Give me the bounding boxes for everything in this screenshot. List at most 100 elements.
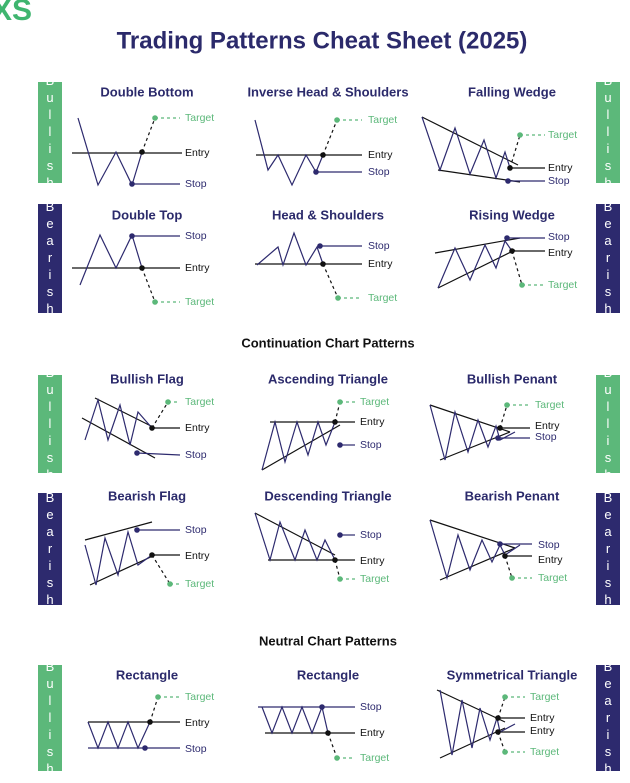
page-title: Trading Patterns Cheat Sheet (2025) <box>117 27 528 54</box>
level-dot <box>337 532 343 538</box>
pattern-line <box>497 696 506 719</box>
level-dot <box>134 450 140 456</box>
level-dot <box>497 425 503 431</box>
pattern-line <box>511 250 523 286</box>
level-label: Entry <box>368 149 393 161</box>
level-dot <box>152 299 158 305</box>
level-label: Entry <box>530 712 555 724</box>
level-label: Stop <box>360 701 382 713</box>
level-label: Stop <box>185 743 207 755</box>
level-label: Target <box>185 112 214 124</box>
pattern-title: Rectangle <box>297 667 359 682</box>
level-dot <box>502 749 508 755</box>
level-label: Entry <box>530 725 555 737</box>
pattern-line <box>261 424 341 471</box>
side-label: Bullish <box>38 659 62 778</box>
level-dot <box>504 402 510 408</box>
pattern-line <box>81 417 156 459</box>
pattern-title: Falling Wedge <box>468 84 556 99</box>
level-dot <box>495 729 501 735</box>
level-label: Entry <box>185 550 210 562</box>
pattern-title: Bearish Flag <box>108 488 186 503</box>
price-path <box>79 233 143 286</box>
level-dot <box>335 295 341 301</box>
pattern-title: Inverse Head & Shoulders <box>247 84 408 99</box>
level-label: Entry <box>185 262 210 274</box>
price-path <box>77 117 143 187</box>
price-path <box>437 239 513 289</box>
pattern-line <box>504 555 513 579</box>
side-label: Bullish <box>38 365 62 484</box>
pattern-title: Bearish Penant <box>465 488 560 503</box>
price-path <box>254 119 324 187</box>
level-label: Stop <box>185 524 207 536</box>
level-dot <box>495 435 501 441</box>
level-label: Entry <box>360 555 385 567</box>
level-label: Target <box>548 129 577 141</box>
pattern-title: Rising Wedge <box>469 207 555 222</box>
level-dot <box>139 149 145 155</box>
price-path <box>84 529 153 586</box>
pattern-line <box>327 732 338 759</box>
side-label: Bullish <box>596 365 620 484</box>
price-path <box>261 419 336 471</box>
level-dot <box>149 552 155 558</box>
level-dot <box>337 442 343 448</box>
side-label: Bearish <box>596 199 620 318</box>
level-dot <box>332 557 338 563</box>
level-dot <box>502 553 508 559</box>
pattern-line <box>436 689 506 723</box>
level-label: Target <box>185 578 214 590</box>
level-label: Target <box>368 292 397 304</box>
level-dot <box>142 745 148 751</box>
side-label: Bearish <box>596 490 620 609</box>
price-path <box>261 704 329 735</box>
pattern-title: Rectangle <box>116 667 178 682</box>
pattern-title: Double Top <box>112 207 183 222</box>
level-label: Target <box>185 691 214 703</box>
price-path <box>256 231 324 268</box>
level-label: Target <box>368 114 397 126</box>
level-label: Stop <box>535 431 557 443</box>
level-dot <box>334 117 340 123</box>
level-label: Stop <box>360 439 382 451</box>
pattern-line <box>497 731 506 753</box>
pattern-line <box>149 696 159 723</box>
level-dot <box>497 541 503 547</box>
level-label: Stop <box>360 529 382 541</box>
price-path <box>429 519 521 581</box>
level-label: Target <box>530 691 559 703</box>
level-dot <box>337 576 343 582</box>
pattern-line <box>141 117 156 153</box>
section-heading: Neutral Chart Patterns <box>259 633 397 648</box>
level-dot <box>502 694 508 700</box>
level-dot <box>334 755 340 761</box>
level-label: Entry <box>548 247 573 259</box>
pattern-line <box>334 559 341 580</box>
pattern-line <box>437 249 516 289</box>
level-label: Stop <box>368 240 390 252</box>
pattern-line <box>151 401 169 429</box>
level-dot <box>134 527 140 533</box>
level-label: Target <box>360 396 389 408</box>
level-label: Target <box>535 399 564 411</box>
level-dot <box>507 165 513 171</box>
level-dot <box>129 233 135 239</box>
level-label: Stop <box>548 231 570 243</box>
pattern-line <box>151 554 171 585</box>
section-heading: Continuation Chart Patterns <box>241 335 414 350</box>
pattern-line <box>322 119 338 156</box>
level-label: Target <box>548 279 577 291</box>
price-path <box>84 397 153 446</box>
pattern-title: Symmetrical Triangle <box>447 667 578 682</box>
level-dot <box>317 243 323 249</box>
logo: XS <box>0 0 32 27</box>
level-dot <box>509 575 515 581</box>
level-dot <box>152 115 158 121</box>
level-label: Entry <box>538 554 563 566</box>
level-dot <box>129 181 135 187</box>
level-dot <box>505 178 511 184</box>
pattern-line <box>94 397 156 429</box>
side-label: Bearish <box>596 659 620 778</box>
